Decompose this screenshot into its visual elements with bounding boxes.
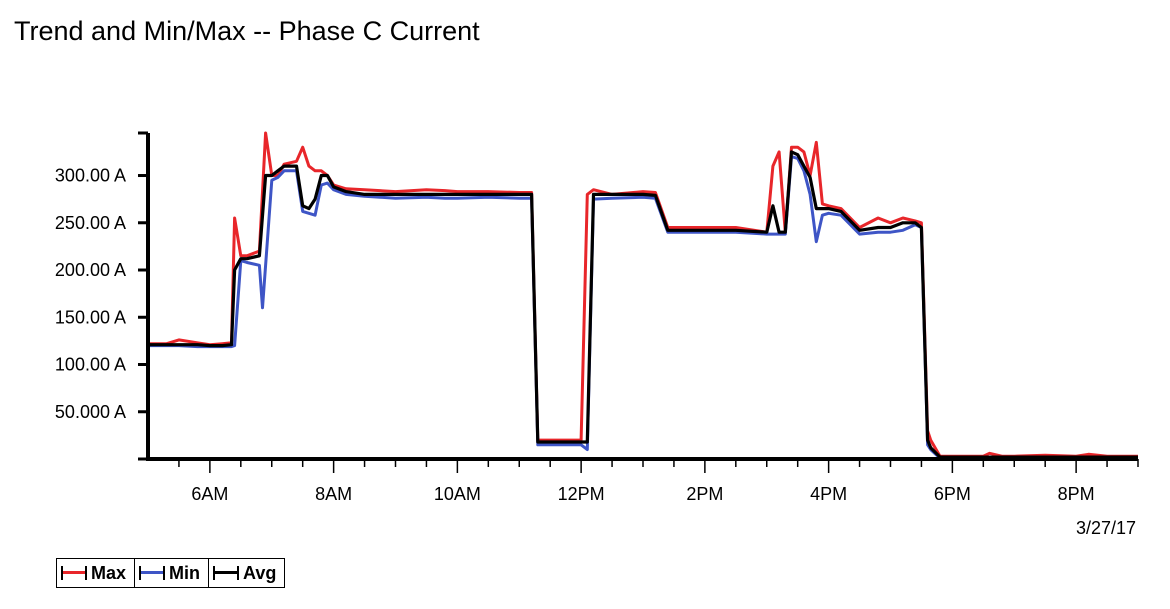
legend-swatch-max [61,566,87,580]
legend-item-avg: Avg [208,559,284,587]
y-tick-label: 100.00 A [55,355,126,375]
legend-label: Min [169,562,201,583]
legend-swatch-avg [213,566,240,580]
legend-swatch-min [139,566,166,580]
x-tick-label: 10AM [434,484,481,504]
x-tick-label: 4PM [810,484,847,504]
legend-label: Max [91,562,127,583]
series-line-max [148,131,1138,458]
series-line-avg [148,150,1138,459]
y-tick-label: 200.00 A [55,260,126,280]
x-tick-label: 8AM [315,484,352,504]
date-label: 3/27/17 [1076,518,1136,538]
legend-item-min: Min [134,559,208,587]
y-tick-label: 250.00 A [55,213,126,233]
y-ticks: 50.000 A 100.00 A 150.00 A 200.00 A 250.00 A… [55,131,148,461]
y-tick-label: 150.00 A [55,307,126,327]
legend-item-max: Max [57,559,134,587]
x-tick-label: 6AM [191,484,228,504]
legend: Max Min Avg [56,558,286,588]
series-layer [148,131,1138,460]
chart-title: Trend and Min/Max -- Phase C Current [14,16,480,46]
x-tick-label: 12PM [558,484,605,504]
y-tick-label: 50.000 A [55,402,126,422]
x-ticks: 6AM 8AM 10AM 12PM 2PM 4PM 6PM 8PM [178,459,1139,504]
x-tick-label: 2PM [686,484,723,504]
y-tick-label: 300.00 A [55,166,126,186]
x-tick-label: 8PM [1058,484,1095,504]
series-line-min [148,155,1138,460]
x-tick-label: 6PM [934,484,971,504]
legend-label: Avg [243,562,277,583]
